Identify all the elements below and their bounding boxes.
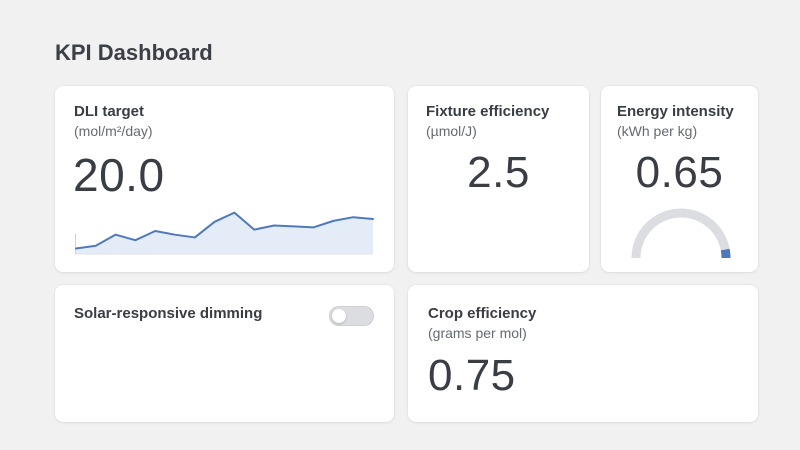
fixture-efficiency-unit: (µmol/J) (426, 123, 477, 139)
dli-target-title: DLI target (74, 103, 145, 120)
sparkline-line (75, 211, 374, 250)
dli-trend-sparkline (75, 211, 374, 255)
crop-efficiency-card: Crop efficiency (grams per mol) 0.75 (408, 285, 758, 422)
dli-target-unit: (mol/m²/day) (74, 123, 153, 139)
dli-target-value: 20.0 (73, 149, 165, 201)
page-title: KPI Dashboard (55, 40, 213, 65)
energy-intensity-gauge (631, 208, 731, 259)
gauge-fill (720, 248, 731, 259)
fixture-efficiency-card: Fixture efficiency (µmol/J) 2.5 (408, 86, 589, 272)
toggle-knob[interactable] (332, 309, 346, 323)
energy-intensity-title: Energy intensity (617, 103, 734, 120)
sparkline-area (76, 212, 373, 254)
crop-efficiency-unit: (grams per mol) (428, 325, 527, 341)
energy-intensity-unit: (kWh per kg) (617, 123, 698, 139)
fixture-efficiency-title: Fixture efficiency (426, 103, 550, 120)
solar-dimming-card: Solar-responsive dimming (55, 285, 394, 422)
energy-intensity-value: 0.65 (635, 148, 724, 197)
gauge-track (631, 208, 731, 259)
solar-dimming-toggle[interactable] (329, 306, 374, 326)
dli-target-card: DLI target (mol/m²/day) 20.0 (55, 86, 394, 272)
fixture-efficiency-value: 2.5 (467, 148, 530, 197)
crop-efficiency-title: Crop efficiency (428, 305, 537, 322)
crop-efficiency-value: 0.75 (428, 351, 516, 400)
energy-intensity-card: Energy intensity (kWh per kg) 0.65 (601, 86, 758, 272)
solar-dimming-label: Solar-responsive dimming (74, 305, 263, 322)
